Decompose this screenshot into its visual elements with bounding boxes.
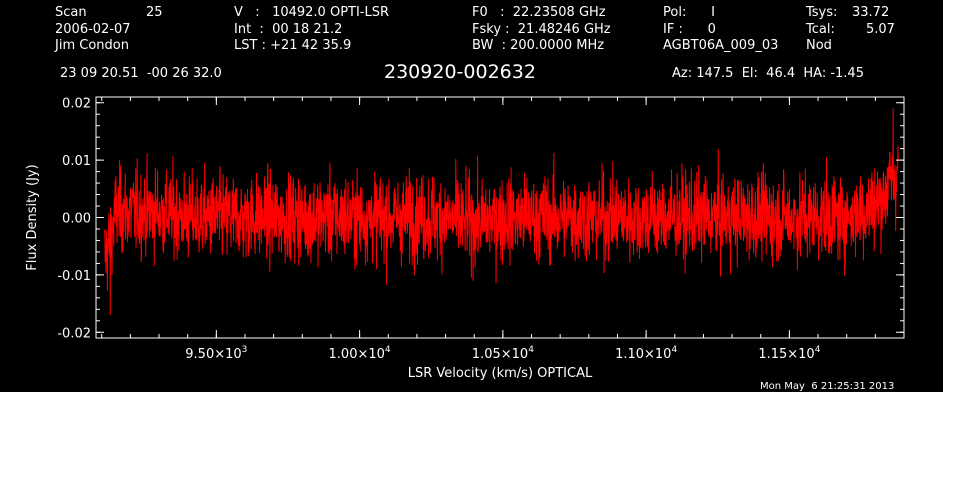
scan-number: 25 — [146, 5, 163, 20]
x-tick-label-1: 1.00×104 — [329, 345, 391, 362]
y-axis-label: Flux Density (Jy) — [25, 164, 40, 270]
x-axis-label: LSR Velocity (km/s) OPTICAL — [408, 366, 593, 381]
axes: -0.02 -0.01 0.00 0.01 0.02 9.50×103 1.00×104 1.… — [57, 97, 905, 362]
y-tick-label-2: 0.00 — [62, 212, 91, 227]
if-info: IF : 0 — [663, 22, 716, 37]
bw-info: BW : 200.0000 MHz — [472, 38, 605, 53]
spectrum-line — [104, 108, 899, 316]
scan-label: Scan — [55, 5, 87, 20]
tsys-label: Tsys: — [806, 5, 838, 20]
f0-info: F0 : 22.23508 GHz — [472, 5, 606, 20]
observer-label: Jim Condon — [55, 38, 129, 53]
x-tick-label-2: 1.05×104 — [472, 345, 534, 362]
y-tick-label-0: -0.02 — [57, 326, 91, 341]
x-tick-label-3: 1.10×104 — [615, 345, 677, 362]
x-tick-label-0: 9.50×103 — [185, 345, 247, 362]
plot-area — [104, 108, 899, 316]
y-tick-label-1: -0.01 — [57, 269, 91, 284]
pol-info: Pol: I — [663, 5, 715, 20]
project-info: AGBT06A_009_03 — [663, 38, 779, 53]
timestamp: Mon May 6 21:25:31 2013 — [760, 381, 895, 392]
coords-label: 23 09 20.51 -00 26 32.0 — [60, 66, 222, 81]
integration-info: Int : 00 18 21.2 — [234, 22, 343, 37]
y-tick-label-3: 0.01 — [62, 154, 91, 169]
tsys-value: 33.72 — [852, 5, 890, 20]
velocity-info: V : 10492.0 OPTI-LSR — [234, 5, 390, 20]
plot-panel: Scan 25 2006-02-07 Jim Condon V : 10492.… — [0, 0, 943, 392]
lst-info: LST : +21 42 35.9 — [234, 38, 352, 53]
fsky-info: Fsky : 21.48246 GHz — [472, 22, 611, 37]
y-tick-label-4: 0.02 — [62, 97, 91, 112]
source-title: 230920-002632 — [384, 61, 536, 83]
tcal-label: Tcal: — [806, 22, 835, 37]
tcal-value: 5.07 — [866, 22, 895, 37]
mode-label: Nod — [806, 38, 832, 53]
date-label: 2006-02-07 — [55, 22, 131, 37]
x-tick-label-4: 1.15×104 — [758, 345, 820, 362]
spectrum-chart: -0.02 -0.01 0.00 0.01 0.02 9.50×103 1.00×104 1.… — [25, 96, 905, 381]
pointing-label: Az: 147.5 El: 46.4 HA: -1.45 — [672, 66, 864, 81]
